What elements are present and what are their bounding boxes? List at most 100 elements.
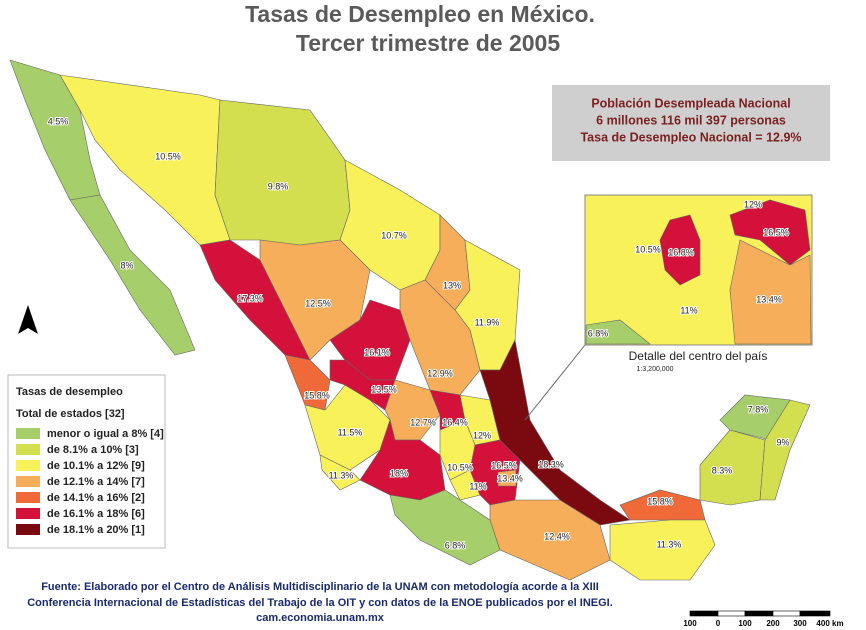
source-line: Fuente: Elaborado por el Centro de Análi… [41, 581, 599, 593]
state-label: 12.4% [544, 531, 570, 541]
inset-region [729, 199, 811, 266]
state-label: 13% [443, 280, 461, 290]
inset-region [659, 214, 701, 286]
state-label: 10.7% [381, 230, 407, 240]
state [399, 279, 481, 396]
legend-swatch [16, 524, 40, 535]
inset-region [729, 239, 812, 345]
state-label: 13.5% [371, 384, 397, 394]
legend-items: menor o igual a 8% [4] de 8.1% a 10% [3] d… [16, 428, 164, 536]
state [329, 359, 396, 411]
inset-label: 12% [744, 199, 762, 209]
state-label: 10.5% [155, 151, 181, 161]
state-label: 9.8% [268, 181, 289, 191]
state [389, 489, 501, 566]
state-label: 12.9% [427, 368, 453, 378]
state-label: 13.4% [497, 473, 523, 483]
state-label: 10.5% [447, 462, 473, 472]
inset-caption: Detalle del centro del país [629, 349, 768, 363]
inset-scale: 1:3,200,000 [637, 366, 674, 373]
scale-bar: 100 0 100 200 300 400 km [683, 610, 844, 628]
scale-segment [772, 610, 801, 617]
source-line: cam.economia.unam.mx [256, 612, 385, 624]
inset-label: 13.4% [756, 294, 782, 304]
inset-pointer [524, 344, 586, 421]
state-label: 18.3% [538, 459, 564, 469]
state [609, 519, 716, 581]
state-label: 8% [120, 260, 133, 270]
state [284, 354, 331, 411]
state-label: 4.5% [48, 116, 69, 126]
inset: 12% 16.5% 10.5% 16.8% 13.4% 11% 6.8% [585, 198, 812, 345]
info-line: 6 millones 116 mil 397 personas [596, 113, 786, 127]
state-label: 8.3% [712, 465, 733, 475]
info-box [552, 85, 830, 161]
title-line: Tercer trimestre de 2005 [296, 30, 560, 56]
legend-label: de 12.1% a 14% [7] [47, 476, 145, 488]
inset-label: 16.8% [668, 247, 694, 257]
scale-segment [689, 610, 719, 617]
state-label: 15.8% [304, 390, 330, 400]
legend-swatch [16, 476, 40, 487]
info-line: Tasa de Desempleo Nacional = 12.9% [580, 130, 801, 144]
legend-swatch [16, 492, 40, 503]
legend-swatch [16, 428, 40, 439]
state-label: 9% [776, 437, 789, 447]
scale-segment [744, 610, 774, 617]
state-label: 11.5% [338, 427, 363, 437]
state-label: 12.5% [305, 298, 331, 308]
scale-label: 100 [683, 619, 697, 628]
inset-region [585, 319, 651, 345]
legend-label: de 14.1% a 16% [2] [47, 492, 145, 504]
state-label: 6.8% [445, 540, 466, 550]
title-line: Tasas de Desempleo en México. [245, 1, 595, 27]
legend-title: Tasas de desempleo [16, 386, 123, 398]
state [319, 454, 361, 491]
state-label: 16.4% [442, 417, 468, 427]
state [359, 418, 446, 501]
legend-subtitle: Total de estados [32] [16, 408, 125, 420]
state-label: 18% [390, 468, 408, 478]
state-label: 7.8% [748, 404, 769, 414]
source-line: Conferencia Internacional de Estadística… [27, 597, 613, 609]
state [497, 469, 517, 487]
legend-label: de 16.1% a 18% [6] [47, 508, 145, 520]
state-label: 16.1% [364, 347, 390, 357]
legend-label: menor o igual a 8% [4] [47, 428, 164, 440]
state-label: 12% [473, 430, 491, 440]
info-line: Población Desempleada Nacional [591, 96, 790, 110]
legend-label: de 10.1% a 12% [9] [47, 460, 145, 472]
legend-swatch [16, 508, 40, 519]
legend-swatch [16, 460, 40, 471]
inset-label: 10.5% [635, 244, 661, 254]
state [479, 339, 631, 526]
scale-segment [799, 610, 831, 617]
state-label: 11.9% [475, 317, 500, 327]
scale-label: 100 [738, 619, 752, 628]
scale-segment [717, 610, 746, 617]
inset-label: 11% [680, 305, 697, 315]
state [214, 99, 351, 246]
state [69, 194, 196, 356]
state-label: 16.5% [491, 460, 517, 470]
state [759, 399, 811, 501]
scale-label: 400 km [816, 619, 843, 628]
state-label: 12.7% [410, 417, 436, 427]
states: 4.5% 8% 10.5% 9.8% 10.7% 13% 11.9% 17.3% 12.5% 16… [9, 59, 811, 581]
legend-label: de 8.1% a 10% [3] [47, 444, 139, 456]
state-label: 15.8% [647, 496, 673, 506]
scale-label: 200 [766, 619, 780, 628]
legend-swatch [16, 444, 40, 455]
scale-label: 0 [716, 619, 721, 628]
state-label: 11% [469, 481, 486, 491]
state-label: 11.3% [657, 539, 682, 549]
legend-box [7, 374, 166, 549]
north-arrow [18, 305, 38, 334]
scale-label: 300 [793, 619, 807, 628]
state-label: 11.3% [329, 470, 354, 480]
legend-label: de 18.1% a 20% [1] [47, 524, 145, 536]
state [699, 429, 766, 506]
inset-label: 6.8% [588, 328, 609, 338]
inset-label: 16.5% [763, 227, 789, 237]
